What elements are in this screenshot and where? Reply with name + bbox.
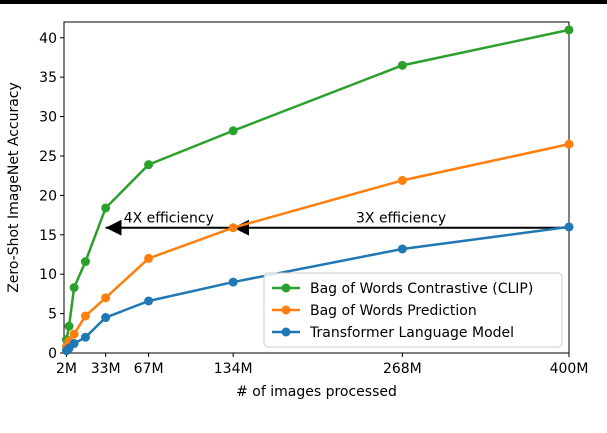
data-point xyxy=(144,253,154,263)
y-tick-label: 10 xyxy=(39,267,57,283)
data-point xyxy=(101,203,111,213)
x-axis-label: # of images processed xyxy=(236,384,397,400)
x-tick-label: 67M xyxy=(134,361,164,377)
data-point xyxy=(80,257,90,267)
legend-marker xyxy=(281,327,291,337)
data-point xyxy=(144,296,154,306)
y-tick-label: 0 xyxy=(48,346,57,362)
efficiency-annotation: 3X efficiency xyxy=(356,210,446,226)
x-tick-label: 400M xyxy=(550,361,589,377)
x-tick-label: 33M xyxy=(91,361,121,377)
data-point xyxy=(564,139,574,149)
x-tick-label: 134M xyxy=(214,361,253,377)
data-point xyxy=(80,311,90,321)
y-tick-label: 35 xyxy=(39,70,57,86)
y-tick-label: 25 xyxy=(39,149,57,165)
series-group xyxy=(62,25,574,345)
legend-entry-label: Transformer Language Model xyxy=(309,325,514,341)
legend-marker xyxy=(281,283,291,293)
data-point xyxy=(80,332,90,342)
data-point xyxy=(564,222,574,232)
data-point xyxy=(397,244,407,254)
data-point xyxy=(101,293,111,303)
data-point xyxy=(69,339,79,349)
top-border-rule xyxy=(0,0,607,4)
x-tick-label: 2M xyxy=(56,361,77,377)
axes: 0 5 10 15 20 25 30 35 40 2M 33M 67M 134M 268M 400M xyxy=(39,21,589,377)
y-tick-label: 20 xyxy=(39,188,57,204)
data-point xyxy=(69,329,79,339)
data-point xyxy=(228,126,238,136)
plot-frame xyxy=(63,21,570,354)
data-point xyxy=(397,175,407,185)
annotations: 4X efficiency 3X efficiency xyxy=(105,210,569,236)
legend-box xyxy=(263,272,563,348)
data-point xyxy=(64,321,74,331)
legend-entry-label: Bag of Words Contrastive (CLIP) xyxy=(310,281,533,297)
data-point xyxy=(144,160,154,170)
y-tick-label: 15 xyxy=(39,228,57,244)
data-point xyxy=(101,313,111,323)
efficiency-annotation: 4X efficiency xyxy=(124,210,214,226)
x-tick-label: 268M xyxy=(383,361,422,377)
data-point xyxy=(397,60,407,70)
data-point xyxy=(564,25,574,35)
legend-entry-label: Bag of Words Prediction xyxy=(310,303,477,319)
legend: Bag of Words Contrastive (CLIP) Bag of Wo… xyxy=(263,272,563,348)
y-tick-label: 30 xyxy=(39,110,57,126)
data-point xyxy=(69,283,79,293)
data-point xyxy=(228,223,238,233)
series-group xyxy=(62,222,574,356)
y-tick-label: 40 xyxy=(39,31,57,47)
y-tick-label: 5 xyxy=(48,307,57,323)
data-point xyxy=(228,277,238,287)
y-axis-label: Zero-Shot ImageNet Accuracy xyxy=(6,82,22,293)
series-lines xyxy=(62,25,574,356)
legend-marker xyxy=(281,305,291,315)
